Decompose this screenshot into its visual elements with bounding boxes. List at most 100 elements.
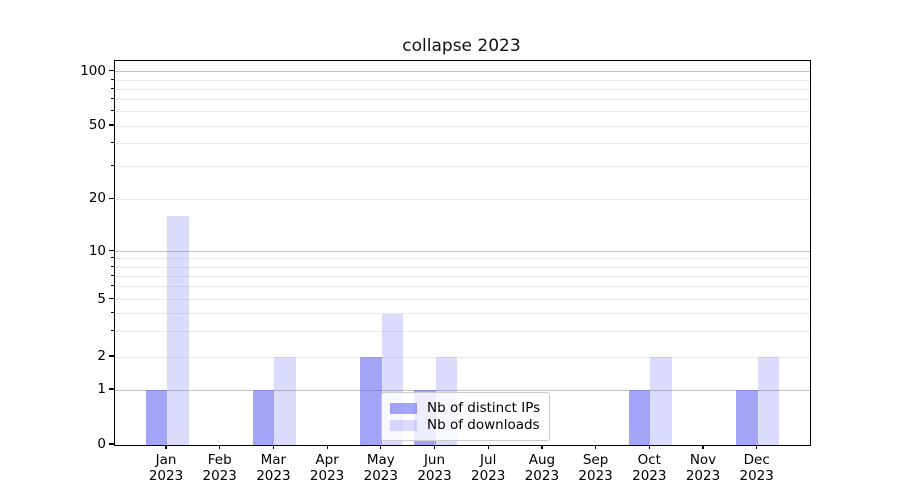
gridline-y-80 <box>115 88 810 90</box>
ytick-label-5: 5 <box>97 290 106 307</box>
gridline-y-40 <box>115 143 810 145</box>
ytick-mark-10 <box>109 249 114 252</box>
gridline-y-5 <box>115 299 810 300</box>
bar-distinct-ips-jan <box>145 390 167 445</box>
gridline-y-2 <box>115 356 810 358</box>
legend-label: Nb of downloads <box>427 417 540 433</box>
xtick-year: 2023 <box>363 467 398 484</box>
xtick-label-oct: Oct 2023 <box>621 452 677 484</box>
xtick-month: Sep <box>582 452 609 468</box>
xtick-year: 2023 <box>524 467 560 484</box>
ytick-minor-mark-90 <box>111 78 114 80</box>
xtick-mark-aug <box>541 445 543 450</box>
bar-downloads-jan <box>167 216 189 445</box>
xtick-mark-may <box>380 445 382 450</box>
xtick-label-dec: Dec 2023 <box>729 452 785 484</box>
xtick-mark-jul <box>487 445 489 450</box>
bar-downloads-oct <box>650 357 672 445</box>
gridline-y-7 <box>115 275 810 277</box>
bar-distinct-ips-oct <box>628 390 651 445</box>
bar-distinct-ips-may <box>360 357 382 445</box>
xtick-label-apr: Apr 2023 <box>299 452 355 484</box>
xtick-year: 2023 <box>202 467 237 484</box>
xtick-mark-oct <box>648 445 650 450</box>
xtick-month: Aug <box>528 452 556 468</box>
gridline-y-3 <box>115 331 810 333</box>
ytick-minor-mark-3 <box>111 330 114 332</box>
xtick-year: 2023 <box>685 467 721 484</box>
xtick-label-feb: Feb 2023 <box>192 452 248 484</box>
xtick-mark-jan <box>165 445 167 450</box>
bar-distinct-ips-mar <box>252 390 275 445</box>
plot-area: Nb of distinct IPs Nb of downloads <box>114 60 811 446</box>
xtick-label-jun: Jun 2023 <box>407 452 463 484</box>
xtick-year: 2023 <box>256 467 291 484</box>
xtick-label-nov: Nov 2023 <box>675 452 731 484</box>
gridline-y-100 <box>115 71 810 73</box>
ytick-minor-mark-30 <box>111 165 114 167</box>
gridline-y-90 <box>115 79 810 81</box>
ytick-minor-mark-8 <box>111 265 114 267</box>
xtick-month: Jun <box>423 452 446 468</box>
ytick-label-0: 0 <box>97 436 106 452</box>
xtick-month: Nov <box>689 452 717 468</box>
legend-item-distinct-ips: Nb of distinct IPs <box>390 400 540 416</box>
legend-item-downloads: Nb of downloads <box>390 417 540 433</box>
xtick-month: Feb <box>207 452 232 468</box>
xtick-label-aug: Aug 2023 <box>514 452 570 484</box>
gridline-y-1 <box>115 389 810 391</box>
gridline-y-6 <box>115 286 810 288</box>
xtick-month: Apr <box>315 452 339 468</box>
xtick-label-may: May 2023 <box>353 452 409 484</box>
gridline-y-9 <box>115 258 810 260</box>
ytick-minor-mark-40 <box>111 142 114 144</box>
ytick-minor-mark-80 <box>111 87 114 89</box>
gridline-y-10 <box>115 251 810 252</box>
ytick-label-1: 1 <box>97 381 106 397</box>
chart-title: collapse 2023 <box>402 36 521 56</box>
xtick-mark-mar <box>272 445 275 450</box>
bar-distinct-ips-dec <box>736 390 758 445</box>
xtick-month: Mar <box>260 452 287 468</box>
ytick-mark-1 <box>109 388 114 390</box>
bar-downloads-dec <box>757 357 780 445</box>
ytick-mark-100 <box>109 70 114 72</box>
xtick-label-sep: Sep 2023 <box>568 452 624 484</box>
ytick-minor-mark-60 <box>111 110 114 112</box>
ytick-minor-mark-50 <box>111 124 114 126</box>
legend-label: Nb of distinct IPs <box>427 400 541 416</box>
ytick-minor-mark-6 <box>111 285 114 287</box>
gridline-y-70 <box>115 99 810 101</box>
ytick-minor-mark-20 <box>111 197 114 199</box>
bar-downloads-mar <box>274 357 296 445</box>
xtick-mark-sep <box>595 445 597 450</box>
xtick-label-jan: Jan 2023 <box>138 452 194 484</box>
xtick-mark-jun <box>433 445 436 450</box>
xtick-year: 2023 <box>632 467 667 484</box>
xtick-mark-nov <box>702 445 704 450</box>
ytick-minor-mark-70 <box>111 98 114 100</box>
ytick-label-20: 20 <box>88 190 106 207</box>
gridline-y-60 <box>115 111 810 113</box>
ytick-label-100: 100 <box>80 62 106 79</box>
xtick-year: 2023 <box>148 467 184 484</box>
legend-swatch-distinct-ips <box>390 402 417 414</box>
gridline-y-30 <box>115 166 810 168</box>
ytick-label-10: 10 <box>88 242 106 259</box>
ytick-minor-mark-4 <box>111 312 114 313</box>
xtick-mark-apr <box>326 445 328 450</box>
xtick-label-jul: Jul 2023 <box>460 452 516 484</box>
xtick-month: Jul <box>480 452 497 468</box>
xtick-year: 2023 <box>739 467 774 484</box>
xtick-year: 2023 <box>471 467 506 484</box>
ytick-minor-mark-5 <box>111 298 114 299</box>
gridline-y-20 <box>115 198 810 200</box>
ytick-mark-0 <box>109 443 114 445</box>
xtick-mark-feb <box>219 445 221 450</box>
xtick-year: 2023 <box>578 467 613 484</box>
xtick-label-mar: Mar 2023 <box>245 452 301 484</box>
ytick-label-2: 2 <box>97 348 106 364</box>
ytick-minor-mark-9 <box>111 257 114 259</box>
ytick-minor-mark-2 <box>111 355 114 357</box>
